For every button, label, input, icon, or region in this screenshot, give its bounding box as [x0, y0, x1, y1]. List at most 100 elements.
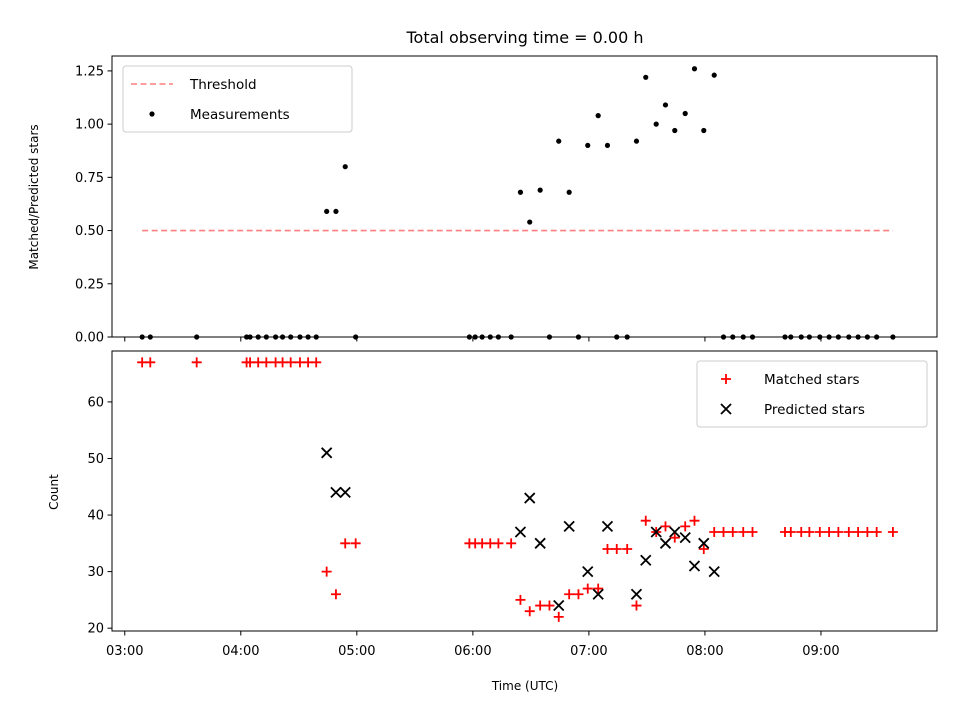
matched-star-point	[553, 611, 564, 622]
x-tick-label: 08:00	[686, 644, 723, 659]
top-plot: 0.00 0.25 0.50 0.75 1.00 1.25 Threshold Measure…	[75, 55, 938, 346]
matched-star-point	[564, 589, 575, 600]
measurement-point	[585, 142, 591, 149]
matched-star-point	[506, 538, 517, 549]
measurement-point	[342, 164, 348, 170]
matched-star-point	[785, 527, 796, 538]
matched-star-point	[285, 357, 296, 368]
matched-star-point	[535, 600, 546, 611]
measurement-point	[643, 74, 649, 80]
matched-star-point	[843, 527, 854, 538]
bottom-chart-xlabel: Time (UTC)	[491, 679, 558, 693]
legend-measurement-swatch	[149, 111, 155, 117]
predicted-star-point	[592, 588, 604, 600]
predicted-star-point	[534, 537, 546, 549]
matched-star-point	[887, 527, 898, 538]
y-tick-label: 0.50	[75, 224, 104, 239]
matched-star-point	[718, 527, 729, 538]
predicted-star-point	[321, 447, 333, 459]
matched-star-point	[493, 538, 504, 549]
measurement-point	[556, 138, 562, 144]
measurement-point	[604, 142, 611, 149]
x-tick-label: 04:00	[222, 644, 259, 659]
predicted-star-point	[650, 526, 662, 538]
measurement-point	[682, 110, 688, 117]
matched-star-point	[871, 527, 882, 538]
matched-star-point	[544, 600, 555, 611]
legend-label: Matched stars	[764, 372, 860, 388]
predicted-star-point	[563, 520, 575, 532]
measurement-point	[324, 208, 330, 215]
y-tick-label: 20	[87, 622, 104, 637]
predicted-star-point	[553, 599, 565, 612]
matched-star-point	[191, 357, 202, 368]
predicted-star-point	[640, 554, 652, 566]
measurement-point	[701, 127, 707, 134]
predicted-star-point	[514, 526, 527, 538]
measurement-point	[672, 127, 678, 134]
measurement-point	[517, 189, 524, 195]
predicted-star-point	[708, 565, 720, 578]
legend-box	[122, 65, 353, 133]
predicted-star-point	[679, 532, 691, 544]
axes-frame	[111, 350, 938, 632]
x-tick-label: 07:00	[570, 644, 607, 659]
matched-star-point	[698, 543, 709, 554]
predicted-star-point	[630, 588, 643, 600]
legend-label: Threshold	[189, 77, 257, 93]
measurement-point	[566, 189, 572, 195]
x-tick-label: 03:00	[106, 644, 143, 659]
matched-star-point	[709, 527, 720, 538]
measurement-point	[527, 219, 533, 225]
y-tick-label: 1.00	[75, 118, 104, 133]
matched-star-point	[680, 521, 691, 532]
matched-star-point	[261, 357, 272, 368]
predicted-star-point	[601, 520, 614, 532]
predicted-star-point	[582, 565, 594, 578]
matched-star-point	[862, 527, 873, 538]
measurement-point	[333, 208, 339, 215]
matched-star-point	[602, 543, 613, 554]
y-tick-label: 0.00	[75, 331, 104, 346]
matched-star-point	[524, 606, 535, 617]
predicted-star-point	[698, 537, 710, 549]
predicted-star-point	[688, 560, 701, 572]
measurement-point	[662, 102, 669, 108]
predicted-star-point	[330, 486, 342, 499]
measurement-point	[711, 72, 717, 78]
matched-star-point	[631, 600, 642, 611]
bottom-plot: 03:00 04:00 05:00 06:00 07:00 08:00 09:00 20 30 4…	[87, 350, 938, 659]
matched-star-point	[814, 527, 825, 538]
legend-label: Predicted stars	[764, 402, 865, 418]
legend-predicted-swatch	[720, 403, 732, 415]
matched-star-point	[611, 543, 622, 554]
predicted-star-point	[659, 537, 672, 549]
legend-matched-swatch	[721, 374, 731, 384]
matched-star-point	[145, 357, 156, 368]
x-tick-label: 05:00	[338, 644, 375, 659]
matched-star-point	[573, 589, 584, 600]
axes-frame	[111, 55, 938, 338]
x-tick-label: 06:00	[454, 644, 491, 659]
matched-star-point	[622, 543, 633, 554]
matched-star-point	[515, 594, 526, 605]
y-tick-label: 50	[87, 452, 104, 467]
y-tick-label: 40	[87, 509, 104, 524]
matched-star-point	[321, 566, 332, 577]
matched-star-point	[350, 538, 361, 549]
y-tick-label: 0.25	[75, 277, 104, 292]
matched-star-point	[340, 538, 351, 549]
bottom-chart-ylabel: Count	[47, 474, 61, 510]
measurement-point	[691, 66, 698, 72]
matched-star-point	[660, 521, 671, 532]
y-tick-label: 1.25	[75, 64, 104, 79]
legend-box	[696, 360, 928, 428]
matched-star-point	[853, 527, 864, 538]
matched-star-point	[833, 527, 844, 538]
matched-star-point	[747, 527, 758, 538]
measurement-point	[633, 138, 640, 144]
measurement-point	[595, 113, 601, 119]
x-tick-label: 09:00	[802, 644, 839, 659]
predicted-star-point	[669, 526, 681, 538]
